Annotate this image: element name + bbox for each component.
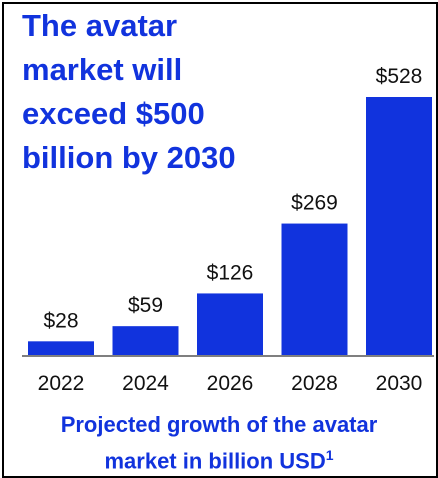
footnote-marker: 1 (326, 447, 334, 463)
value-labels-layer: $28 $59 $126 $269 $528 (43, 65, 422, 332)
x-tick-label-2024: 2024 (122, 372, 169, 395)
bar-2024 (113, 326, 179, 355)
x-tick-label-2028: 2028 (291, 372, 338, 395)
value-label-2024: $59 (128, 294, 163, 317)
value-label-2022: $28 (43, 309, 78, 332)
x-tick-labels-layer: 2022 2024 2026 2028 2030 (38, 372, 423, 395)
value-label-2030: $528 (376, 65, 423, 88)
bar-2022 (28, 341, 94, 355)
caption-line-1: Projected growth of the avatar (61, 412, 378, 437)
x-tick-label-2022: 2022 (38, 372, 85, 395)
value-label-2028: $269 (291, 192, 338, 215)
bar-2030 (366, 97, 432, 355)
bars-layer (28, 97, 432, 355)
caption-line-2: market in billion USD (104, 448, 325, 473)
x-tick-label-2026: 2026 (207, 372, 254, 395)
bar-2028 (282, 224, 348, 355)
x-tick-label-2030: 2030 (376, 372, 423, 395)
bar-2026 (197, 293, 263, 355)
chart-caption: Projected growth of the avatar market in… (0, 410, 438, 476)
value-label-2026: $126 (207, 261, 254, 284)
